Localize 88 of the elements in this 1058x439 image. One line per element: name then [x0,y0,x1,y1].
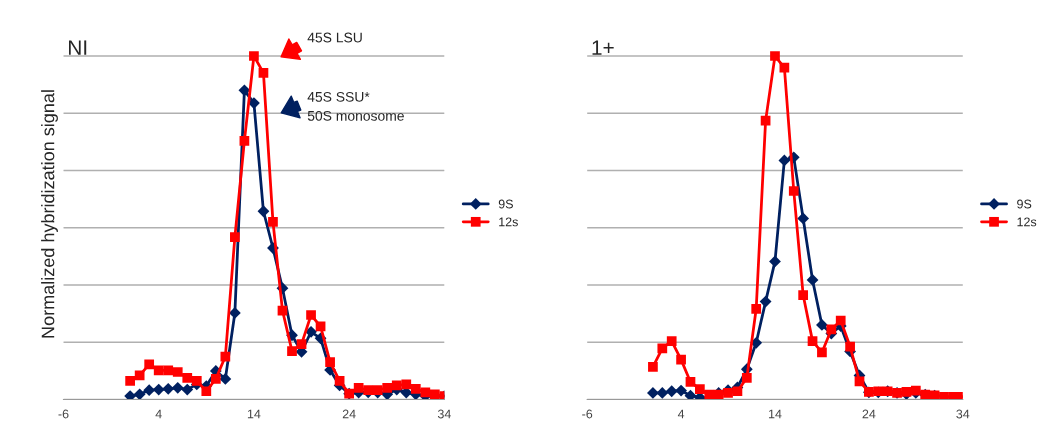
x-tick-label: 34 [437,409,451,419]
point [807,336,818,346]
point [258,67,269,78]
point [695,384,705,395]
point [210,374,221,384]
x-tick-label: 14 [247,409,261,419]
legend-label: 12s [499,217,518,227]
legend-label: 12s [1017,217,1037,227]
point [382,382,393,393]
point [806,274,819,286]
point [410,383,421,394]
point [657,343,668,354]
x-tick-label: -6 [58,409,69,419]
annotation: 45S SSU* 50S monosome [307,91,404,121]
point [257,205,270,218]
point [685,377,696,387]
legend-label: 9S [498,199,513,209]
point [732,386,743,397]
point [125,376,135,386]
point [182,372,193,383]
point [191,376,202,386]
point [296,339,307,350]
point [124,390,137,400]
point [835,315,846,326]
point [152,383,165,396]
point [181,383,194,396]
point [817,347,827,358]
point [334,376,345,386]
point [143,384,156,397]
point [741,372,752,383]
point [666,336,677,346]
point [648,362,658,372]
chart-title: 1+ [592,40,614,55]
point [305,325,317,338]
point [675,384,687,397]
point [325,357,335,367]
point [171,381,184,394]
point [854,376,865,387]
x-tick-label: 14 [768,409,782,419]
point [665,385,678,398]
point [684,389,697,400]
point [769,255,781,268]
point [172,367,183,377]
text: 45S LSU [307,32,362,43]
point [239,135,250,146]
point [788,186,799,196]
point [751,303,762,314]
point [826,324,837,335]
point [353,382,364,393]
point [779,62,790,73]
point [162,382,175,395]
point [647,387,659,399]
point [133,388,146,400]
point [134,370,145,381]
point [939,391,949,400]
point [797,212,810,225]
point [306,310,316,320]
point [845,341,855,352]
point [759,295,772,308]
point [248,97,260,109]
chart-title: NI [69,40,87,55]
point [249,51,259,61]
point [778,154,791,167]
x-tick-label: 4 [677,409,685,419]
point [315,321,326,332]
legend-label: 9S [1017,199,1032,209]
x-tick-label: 24 [342,409,356,419]
point [153,365,164,376]
y-axis-title: Normalized hybridization signal [41,90,58,338]
point [219,372,232,385]
point [144,359,155,370]
point [163,365,174,376]
point [268,217,278,227]
point [201,386,212,397]
point [798,290,809,300]
point [656,387,669,399]
point [220,351,231,362]
point [287,346,297,356]
point [770,51,780,61]
x-tick-label: 24 [862,409,876,419]
point [676,354,686,365]
point [230,232,240,242]
point [816,319,828,331]
x-tick-label: -6 [582,409,593,419]
x-tick-label: 34 [956,409,970,419]
x-tick-label: 4 [155,409,162,419]
point [401,379,412,390]
point [723,388,733,398]
